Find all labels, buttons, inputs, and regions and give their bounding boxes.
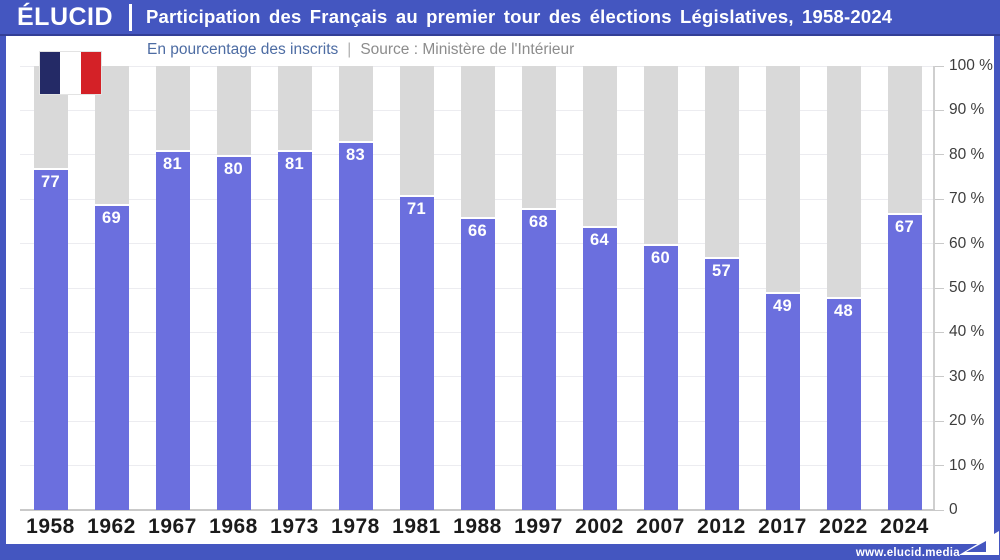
year-label: 1973 bbox=[270, 515, 319, 538]
x-axis-line bbox=[20, 509, 935, 511]
y-axis-label: 0 bbox=[949, 501, 958, 518]
subtitle: En pourcentage des inscrits | Source : Min… bbox=[147, 41, 574, 59]
y-axis-label: 90 % bbox=[949, 101, 985, 119]
bar-fill: 48 bbox=[826, 296, 861, 510]
y-axis-tick bbox=[933, 420, 944, 422]
bar-value-label: 57 bbox=[712, 261, 731, 280]
bar-fill: 68 bbox=[521, 208, 556, 510]
bar-fill: 66 bbox=[460, 216, 495, 510]
y-axis-label: 10 % bbox=[949, 456, 985, 474]
bar-fill: 71 bbox=[399, 194, 434, 510]
y-axis-tick bbox=[933, 198, 944, 200]
flag-stripe-red bbox=[80, 52, 101, 94]
bar-value-label: 60 bbox=[651, 248, 670, 267]
flag-stripe-blue bbox=[40, 52, 61, 94]
year-label: 2024 bbox=[880, 515, 929, 538]
bar-fill: 60 bbox=[643, 243, 678, 510]
y-axis-tick bbox=[933, 376, 944, 378]
bar-value-label: 49 bbox=[773, 297, 792, 316]
year-label: 1978 bbox=[331, 515, 380, 538]
bar-fill: 49 bbox=[765, 292, 800, 510]
bar-value-label: 69 bbox=[102, 208, 121, 227]
y-axis-label: 50 % bbox=[949, 279, 985, 296]
subtitle-label: En pourcentage des inscrits bbox=[147, 41, 339, 58]
y-axis-tick bbox=[933, 509, 944, 511]
bar-value-label: 67 bbox=[895, 217, 914, 236]
year-label: 1988 bbox=[453, 515, 502, 538]
flag-stripe-white bbox=[60, 52, 81, 94]
right-border-strip bbox=[994, 36, 1000, 544]
y-axis-label: 70 % bbox=[949, 190, 985, 208]
footer-url: www.elucid.media bbox=[855, 547, 960, 559]
y-axis-label: 20 % bbox=[949, 412, 985, 430]
year-label: 2002 bbox=[575, 515, 624, 538]
bar-value-label: 77 bbox=[41, 173, 60, 192]
bar-fill: 81 bbox=[277, 150, 312, 510]
bar-value-label: 81 bbox=[285, 155, 304, 174]
year-label: 1997 bbox=[514, 515, 563, 538]
header-divider bbox=[129, 3, 132, 31]
year-label: 2012 bbox=[697, 515, 746, 538]
page-title: Participation des Français au premier to… bbox=[146, 6, 893, 27]
y-axis-label: 60 % bbox=[949, 234, 985, 252]
bar-value-label: 66 bbox=[468, 221, 487, 240]
y-axis-tick bbox=[933, 465, 944, 467]
bar-fill: 57 bbox=[704, 256, 739, 510]
bar-value-label: 81 bbox=[163, 155, 182, 174]
bar-fill: 83 bbox=[338, 141, 373, 510]
elucid-arrow-icon bbox=[959, 531, 999, 557]
year-label: 2007 bbox=[636, 515, 685, 538]
y-axis-line bbox=[933, 66, 935, 510]
bar-fill: 69 bbox=[94, 203, 129, 510]
bar-value-label: 80 bbox=[224, 159, 243, 178]
year-label: 1967 bbox=[148, 515, 197, 538]
y-axis-tick bbox=[933, 109, 944, 111]
y-axis-label: 80 % bbox=[949, 145, 985, 163]
year-label: 2017 bbox=[758, 515, 807, 538]
elucid-logo: ÉLUCID bbox=[17, 2, 114, 31]
year-label: 2022 bbox=[819, 515, 868, 538]
y-axis-tick bbox=[933, 154, 944, 156]
footer-band bbox=[0, 544, 1000, 560]
y-axis-label: 40 % bbox=[949, 323, 985, 341]
bar-value-label: 71 bbox=[407, 199, 426, 218]
bar-fill: 81 bbox=[155, 150, 190, 510]
bar-fill: 77 bbox=[33, 168, 68, 510]
source-label: Source : Ministère de l'Intérieur bbox=[360, 41, 575, 58]
bar-value-label: 83 bbox=[346, 146, 365, 165]
french-flag-icon bbox=[40, 52, 101, 94]
y-axis-label: 100 % bbox=[949, 57, 993, 74]
bar-fill: 80 bbox=[216, 154, 251, 510]
year-label: 1958 bbox=[26, 515, 75, 538]
year-label: 1968 bbox=[209, 515, 258, 538]
y-axis-tick bbox=[933, 287, 944, 289]
y-axis-tick bbox=[933, 65, 944, 67]
bar-value-label: 68 bbox=[529, 213, 548, 232]
left-border-strip bbox=[0, 36, 6, 544]
year-label: 1962 bbox=[87, 515, 136, 538]
subtitle-separator: | bbox=[347, 41, 352, 58]
y-axis-label: 30 % bbox=[949, 367, 985, 385]
header-band: ÉLUCID Participation des Français au pre… bbox=[0, 0, 1000, 36]
bar-fill: 67 bbox=[887, 212, 922, 510]
bar-value-label: 64 bbox=[590, 230, 609, 249]
y-axis-tick bbox=[933, 243, 944, 245]
bar-value-label: 48 bbox=[834, 301, 853, 320]
y-axis-tick bbox=[933, 331, 944, 333]
year-label: 1981 bbox=[392, 515, 441, 538]
bar-fill: 64 bbox=[582, 225, 617, 510]
